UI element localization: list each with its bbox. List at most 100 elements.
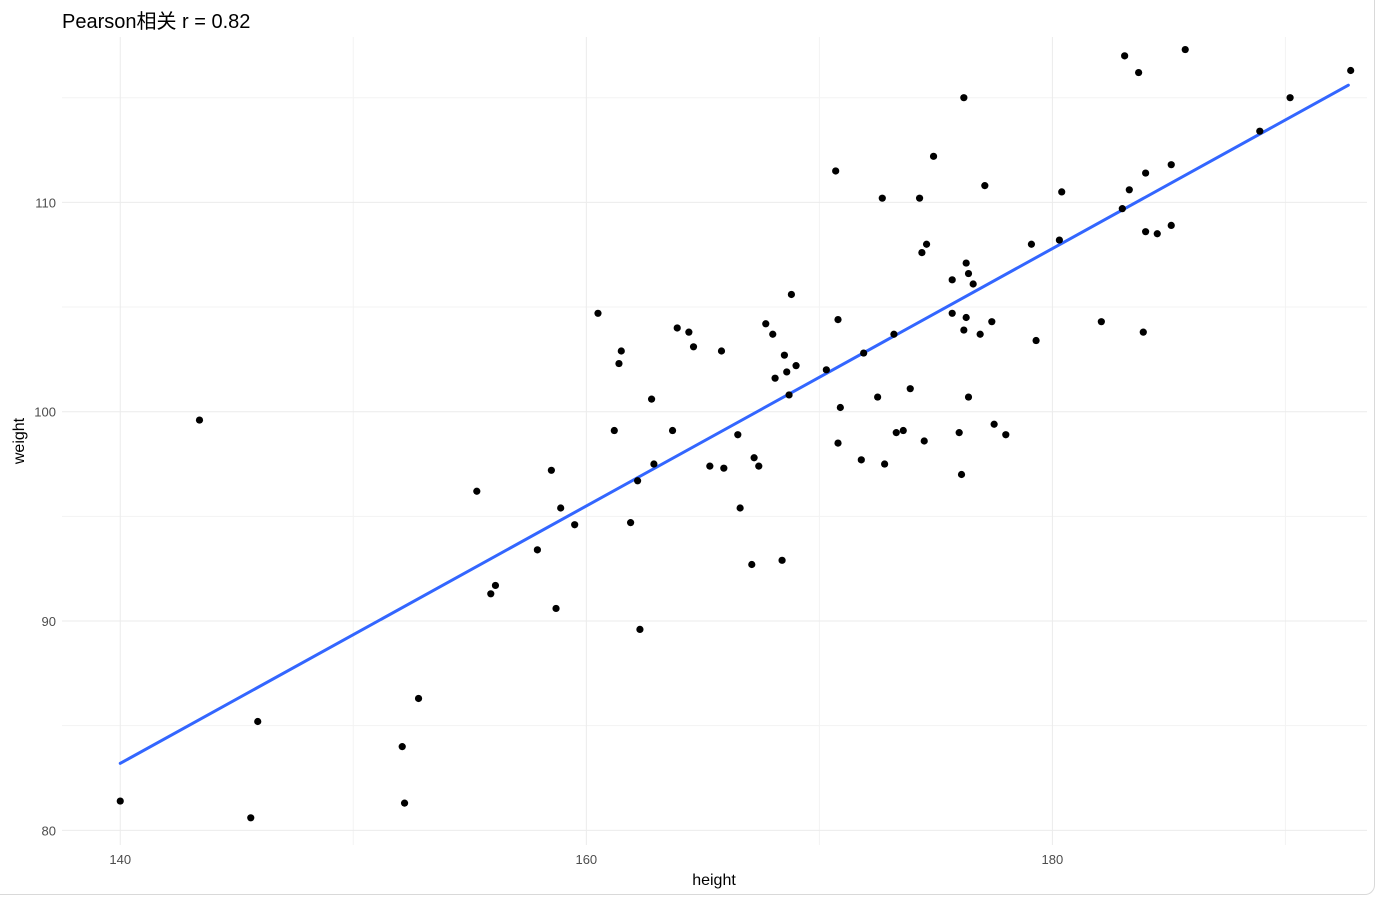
data-point [689,343,698,351]
data-point [636,625,644,633]
data-point [491,581,500,590]
data-point [400,799,409,807]
data-point [922,240,931,248]
data-point [116,797,124,805]
data-point [673,324,681,332]
chart-title: Pearson相关 r = 0.82 [62,11,251,33]
data-point [633,477,642,485]
regression-line-group [118,83,1350,765]
y-axis-title: weight [11,417,28,465]
data-point [1286,94,1294,102]
data-point [771,374,779,382]
data-point [610,426,618,435]
data-point [890,330,898,338]
data-point [881,460,889,468]
major-gridlines [62,37,1367,845]
data-point [948,276,956,284]
data-point [769,330,777,338]
data-point [762,320,770,328]
y-tick-label: 80 [42,823,56,838]
data-point [857,456,865,464]
data-point [1135,68,1143,77]
data-point [547,466,555,474]
data-point [487,590,495,598]
data-point [594,309,602,317]
data-point [533,546,541,554]
data-point [918,249,926,257]
data-point [668,426,677,435]
data-point [627,519,635,527]
data-point [1125,186,1133,194]
data-point [473,487,481,495]
data-point [247,814,255,822]
data-point [1032,336,1040,345]
data-point [1118,205,1126,213]
data-point [571,521,579,529]
data-point [836,403,844,412]
data-point [736,504,744,512]
data-point [832,167,840,175]
data-point [955,429,963,437]
data-point [780,351,789,359]
tick-labels: 140 160 180 80 90 100 110 [34,195,1063,867]
data-point [1121,52,1129,60]
data-point [1167,161,1175,169]
data-point [615,359,623,368]
data-point [650,460,658,468]
data-point [976,330,984,338]
data-point [822,366,830,374]
minor-gridlines [62,37,1367,845]
data-point [1139,328,1147,336]
x-tick-label: 160 [575,852,597,867]
data-point [1181,45,1189,54]
y-tick-label: 90 [42,614,56,629]
data-point [860,349,868,357]
x-axis-title: height [692,872,736,889]
data-point [1256,127,1264,135]
data-point [915,194,924,202]
data-point [717,347,726,355]
data-point [1058,188,1066,196]
data-point [892,429,900,437]
data-point [647,395,656,403]
data-point [685,328,693,336]
data-point [414,694,423,703]
data-point [1097,318,1105,326]
x-tick-label: 180 [1042,852,1064,867]
data-point [969,280,977,288]
data-point [874,393,882,401]
data-point [1142,169,1150,177]
data-point [964,393,973,401]
regression-line [118,83,1350,765]
data-point [1027,240,1036,248]
data-point [254,717,262,726]
data-point [964,269,973,278]
data-point [834,439,842,447]
data-point [734,431,742,439]
data-point [1002,431,1010,439]
data-point [1142,228,1150,236]
data-point [906,385,914,393]
data-point [783,368,791,376]
data-points [116,45,1355,822]
data-point [1055,236,1063,244]
y-tick-label: 100 [34,405,56,420]
data-point [1167,221,1175,229]
data-point [750,454,758,462]
data-point [948,309,956,317]
data-point [962,313,970,322]
data-point [920,437,928,445]
data-point [834,315,842,324]
data-point [195,416,204,424]
x-tick-label: 140 [109,852,131,867]
data-point [981,182,989,190]
data-point [1347,66,1355,75]
data-point [617,347,625,355]
data-point [929,152,938,160]
data-point [990,420,998,428]
data-point [878,194,886,202]
data-point [1153,230,1161,238]
data-point [778,556,786,564]
